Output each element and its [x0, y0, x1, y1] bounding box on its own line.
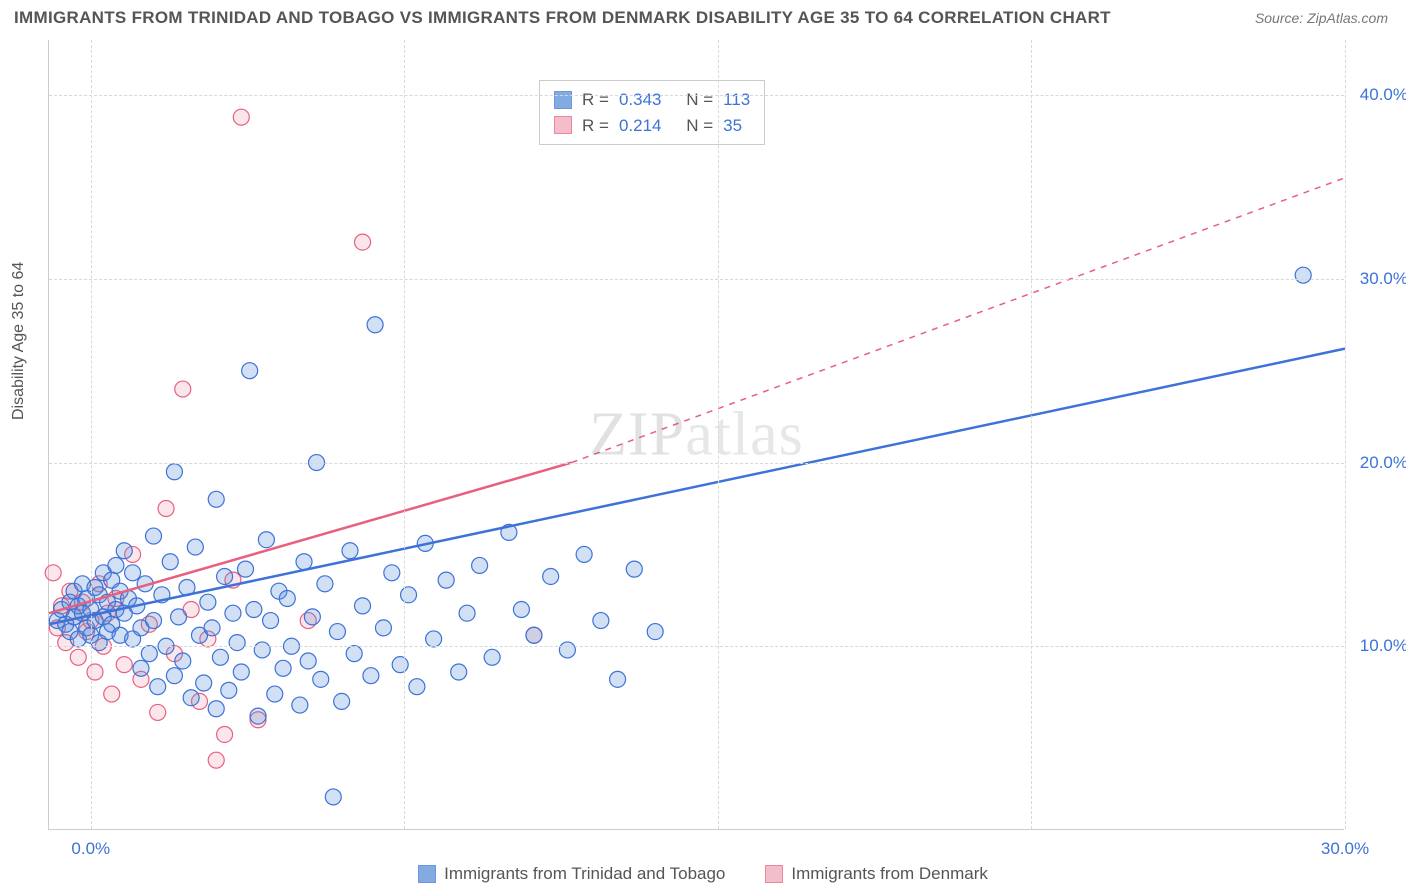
plot-svg [49, 40, 1344, 829]
stats-r-value-2: 0.214 [619, 113, 662, 139]
legend-label-series2: Immigrants from Denmark [791, 864, 987, 884]
chart-title: IMMIGRANTS FROM TRINIDAD AND TOBAGO VS I… [14, 8, 1111, 28]
chart-container: IMMIGRANTS FROM TRINIDAD AND TOBAGO VS I… [0, 0, 1406, 892]
legend-swatch-series1-icon [418, 865, 436, 883]
gridline-h [49, 95, 1344, 96]
xtick-label: 30.0% [1321, 839, 1369, 859]
ytick-label: 40.0% [1360, 85, 1406, 105]
gridline-h [49, 463, 1344, 464]
gridline-h [49, 646, 1344, 647]
plot-area: R = 0.343 N = 113 R = 0.214 N = 35 ZIPat… [48, 40, 1344, 830]
stats-legend-box: R = 0.343 N = 113 R = 0.214 N = 35 [539, 80, 765, 145]
xtick-label: 0.0% [71, 839, 110, 859]
stats-r-label: R = [582, 113, 609, 139]
gridline-h [49, 279, 1344, 280]
ytick-label: 30.0% [1360, 269, 1406, 289]
swatch-series2-icon [554, 116, 572, 134]
ytick-label: 10.0% [1360, 636, 1406, 656]
stats-n-value-2: 35 [723, 113, 742, 139]
stats-row-series1: R = 0.343 N = 113 [554, 87, 750, 113]
legend-item-series1: Immigrants from Trinidad and Tobago [418, 864, 725, 884]
gridline-v [1345, 40, 1346, 829]
stats-r-value-1: 0.343 [619, 87, 662, 113]
series-legend: Immigrants from Trinidad and Tobago Immi… [0, 864, 1406, 884]
gridline-v [404, 40, 405, 829]
legend-label-series1: Immigrants from Trinidad and Tobago [444, 864, 725, 884]
stats-n-value-1: 113 [723, 87, 750, 113]
source-label: Source: ZipAtlas.com [1255, 10, 1388, 26]
gridline-v [91, 40, 92, 829]
stats-n-label: N = [686, 87, 713, 113]
stats-row-series2: R = 0.214 N = 35 [554, 113, 750, 139]
ytick-label: 20.0% [1360, 453, 1406, 473]
y-axis-label: Disability Age 35 to 64 [10, 262, 28, 420]
stats-n-label: N = [686, 113, 713, 139]
stats-r-label: R = [582, 87, 609, 113]
legend-swatch-series2-icon [765, 865, 783, 883]
legend-item-series2: Immigrants from Denmark [765, 864, 987, 884]
gridline-v [1031, 40, 1032, 829]
swatch-series1-icon [554, 91, 572, 109]
gridline-v [718, 40, 719, 829]
